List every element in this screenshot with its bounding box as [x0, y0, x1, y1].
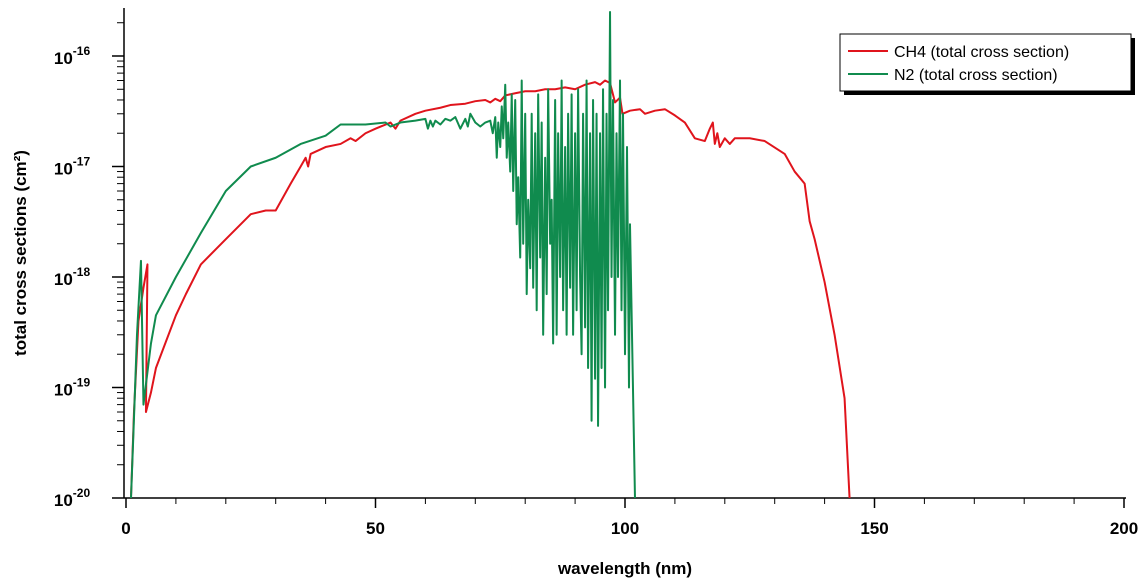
y-tick-label: 10-19 — [54, 376, 91, 400]
x-tick-label: 200 — [1110, 519, 1138, 538]
x-axis-ticks: 0 50 100 150 200 — [121, 498, 1138, 538]
ch4-series-line — [129, 79, 851, 498]
y-axis-label: total cross sections (cm²) — [11, 150, 30, 356]
y-axis-ticks: 10-20 10-19 10-18 10-17 10-16 — [54, 22, 124, 510]
y-tick-label: 10-20 — [54, 486, 91, 510]
legend-box — [839, 33, 1132, 92]
y-tick-label: 10-18 — [54, 265, 91, 289]
x-tick-label: 150 — [860, 519, 888, 538]
x-axis-label: wavelength (nm) — [557, 559, 692, 578]
legend: CH4 (total cross section) N2 (total cros… — [839, 33, 1135, 95]
n2-series-line — [129, 11, 636, 498]
y-tick-label: 10-16 — [54, 44, 91, 68]
legend-label-n2: N2 (total cross section) — [894, 67, 1058, 84]
y-tick-label: 10-17 — [54, 155, 91, 179]
x-tick-label: 100 — [611, 519, 639, 538]
x-tick-label: 50 — [366, 519, 385, 538]
legend-label-ch4: CH4 (total cross section) — [894, 44, 1069, 61]
x-tick-label: 0 — [121, 519, 130, 538]
